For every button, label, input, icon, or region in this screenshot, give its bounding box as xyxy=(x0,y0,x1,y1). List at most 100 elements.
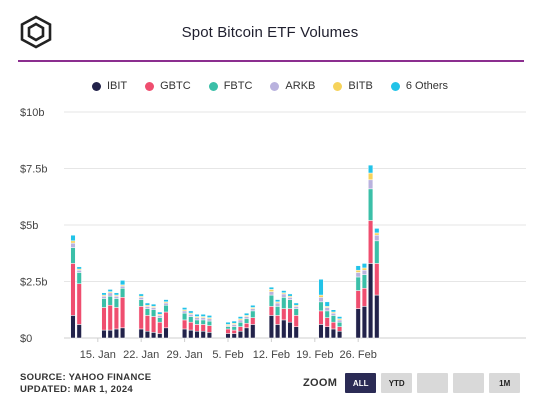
legend-label: GBTC xyxy=(160,80,191,92)
zoom-ytd-button[interactable]: YTD xyxy=(381,373,413,393)
bar-segment-arkb xyxy=(361,269,367,275)
bar-segment-gbtc xyxy=(206,325,212,333)
bar-segment-6-others xyxy=(293,302,299,306)
zoom-1m-button[interactable]: 1M xyxy=(489,373,521,393)
bar-segment-6-others xyxy=(231,320,237,324)
bar-segment-fbtc xyxy=(374,240,380,264)
bar-segment-ibit xyxy=(337,330,343,339)
bar-segment-arkb xyxy=(237,319,243,323)
bar-segment-ibit xyxy=(287,321,293,339)
legend-swatch xyxy=(270,81,280,91)
bar-segment-fbtc xyxy=(237,321,243,327)
bar-segment-fbtc xyxy=(188,316,194,323)
legend-item-bitb[interactable]: BITB xyxy=(333,80,373,92)
bar-segment-fbtc xyxy=(70,247,76,264)
bar-segment-gbtc xyxy=(107,304,113,331)
bar-segment-arkb xyxy=(268,291,274,296)
bar-segment-ibit xyxy=(151,332,157,339)
bar-segment-6-others xyxy=(287,293,293,297)
bar-segment-fbtc xyxy=(120,288,126,298)
bar-segment-fbtc xyxy=(368,188,374,221)
bar-segment-arkb xyxy=(275,302,281,307)
bar-segment-arkb xyxy=(107,292,113,297)
bar-segment-arkb xyxy=(337,319,343,323)
bar-segment-6-others xyxy=(70,234,76,242)
legend-item-6-others[interactable]: 6 Others xyxy=(390,80,448,92)
bar-segment-gbtc xyxy=(368,220,374,264)
bar-segment-fbtc xyxy=(231,326,237,331)
y-tick-label: $0 xyxy=(20,333,32,345)
zoom-option-3-button[interactable] xyxy=(417,373,449,393)
bar-segment-6-others xyxy=(113,292,119,296)
bar-segment-arkb xyxy=(151,307,157,310)
legend-label: FBTC xyxy=(223,80,253,92)
bar-segment-gbtc xyxy=(244,323,250,329)
bar-segment-gbtc xyxy=(101,307,107,331)
bar-segment-arkb xyxy=(113,295,119,299)
bar-segment-arkb xyxy=(374,234,380,242)
bar-segment-ibit xyxy=(70,315,76,339)
bar-segment-6-others xyxy=(144,302,150,306)
bar-segment-arkb xyxy=(250,308,256,312)
bar-segment-gbtc xyxy=(250,317,256,325)
y-tick-label: $5b xyxy=(20,220,38,232)
bar-segment-arkb xyxy=(101,295,107,299)
bar-segment-ibit xyxy=(318,324,324,339)
bar-segment-bitb xyxy=(70,240,76,244)
bar-segment-ibit xyxy=(275,324,281,339)
zoom-option-4-button[interactable] xyxy=(453,373,485,393)
bar-segment-gbtc xyxy=(144,315,150,332)
bar-segment-6-others xyxy=(138,293,144,297)
bar-segment-gbtc xyxy=(287,308,293,323)
bar-segment-fbtc xyxy=(225,326,231,330)
bar-segment-6-others xyxy=(324,301,330,307)
bar-segment-bitb xyxy=(361,267,367,271)
bar-segment-ibit xyxy=(120,327,126,339)
bar-segment-arkb xyxy=(287,297,293,300)
bar-segment-arkb xyxy=(76,269,82,273)
legend-label: IBIT xyxy=(106,80,128,92)
legend-label: BITB xyxy=(348,80,373,92)
chart-footer: SOURCE: YAHOO FINANCE UPDATED: MAR 1, 20… xyxy=(20,372,151,396)
bar-segment-fbtc xyxy=(293,308,299,316)
logo-icon xyxy=(20,15,52,49)
bar-segment-6-others xyxy=(268,286,274,290)
bar-segment-gbtc xyxy=(200,324,206,332)
bar-segment-gbtc xyxy=(361,288,367,307)
bar-segment-ibit xyxy=(107,329,113,339)
bar-segment-ibit xyxy=(368,263,374,339)
legend: IBIT GBTC FBTC ARKB BITB 6 Others xyxy=(0,80,540,92)
legend-item-gbtc[interactable]: GBTC xyxy=(145,80,191,92)
bar-segment-fbtc xyxy=(281,297,287,309)
bar-segment-6-others xyxy=(194,314,200,317)
bar-segment-6-others xyxy=(281,290,287,294)
bar-segment-6-others xyxy=(361,263,367,269)
bar-segment-gbtc xyxy=(163,311,169,329)
bar-segment-arkb xyxy=(324,307,330,312)
bar-segment-fbtc xyxy=(318,301,324,312)
bar-segment-arkb xyxy=(144,306,150,309)
bar-segment-ibit xyxy=(281,319,287,339)
legend-swatch xyxy=(91,81,101,91)
bar-segment-arkb xyxy=(163,302,169,306)
legend-item-arkb[interactable]: ARKB xyxy=(270,80,315,92)
bar-segment-bitb xyxy=(318,294,324,298)
legend-item-ibit[interactable]: IBIT xyxy=(91,80,128,92)
bar-segment-gbtc xyxy=(293,315,299,327)
bar-segment-fbtc xyxy=(182,312,188,321)
bar-segment-fbtc xyxy=(101,298,107,308)
zoom-all-button[interactable]: ALL xyxy=(345,373,377,393)
bar-segment-fbtc xyxy=(151,309,157,317)
bar-segment-fbtc xyxy=(244,318,250,324)
bar-segment-fbtc xyxy=(200,319,206,325)
legend-item-fbtc[interactable]: FBTC xyxy=(208,80,253,92)
bar-segment-gbtc xyxy=(182,319,188,330)
title-divider xyxy=(18,60,524,62)
bar-segment-gbtc xyxy=(231,329,237,334)
x-tick-label: 22. Jan xyxy=(123,349,159,361)
bar-segment-arkb xyxy=(138,297,144,300)
bar-segment-fbtc xyxy=(206,320,212,326)
bar-segment-fbtc xyxy=(144,308,150,316)
bar-segment-gbtc xyxy=(268,306,274,316)
